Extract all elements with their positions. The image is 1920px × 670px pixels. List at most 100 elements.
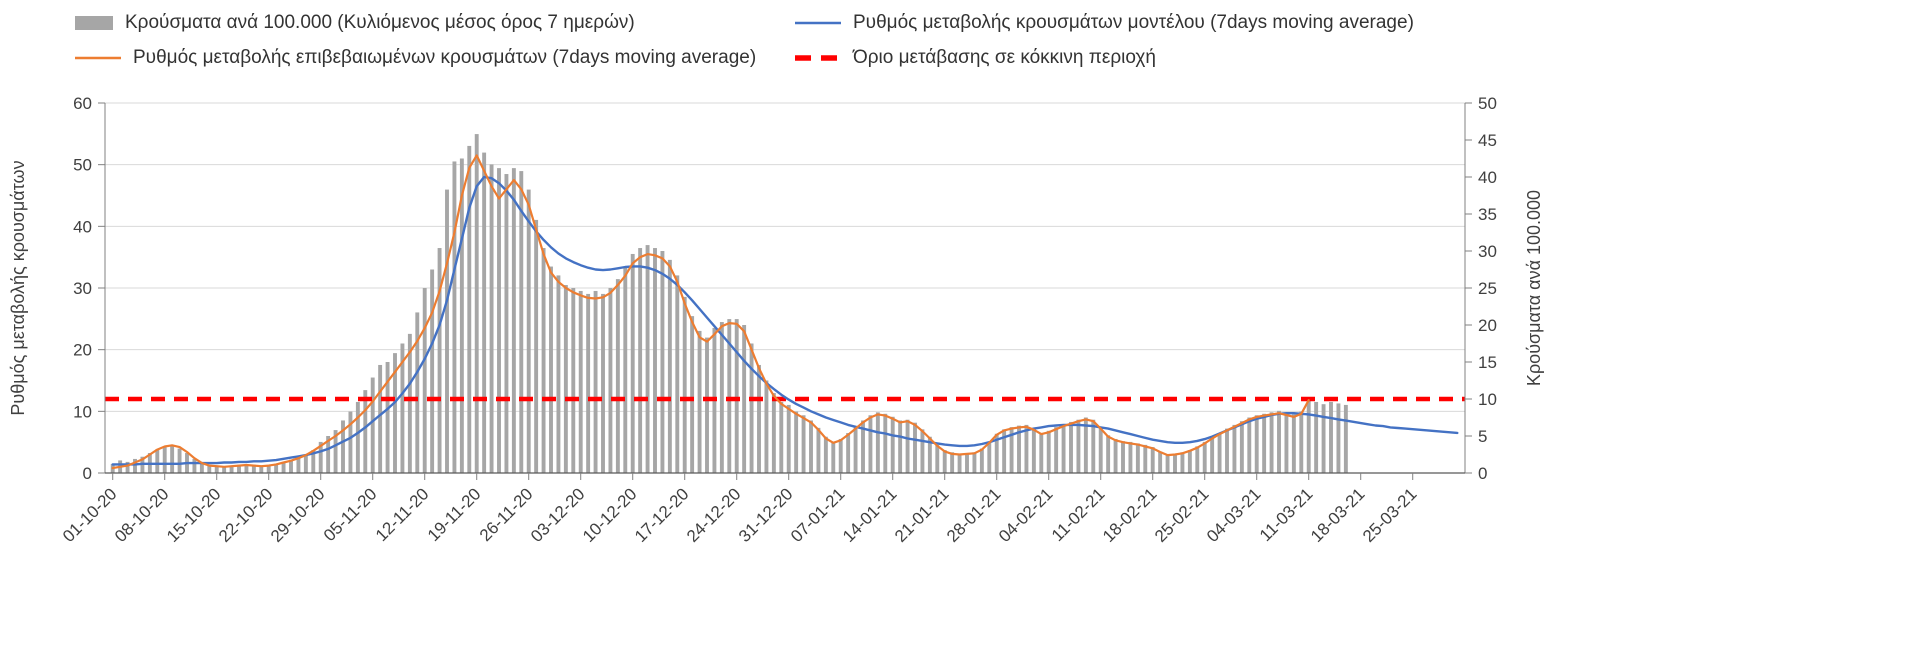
left-axis-tick-label: 60 [73, 94, 92, 113]
bar [861, 420, 865, 473]
bar [1083, 417, 1088, 473]
bar [199, 463, 204, 473]
bar [1336, 403, 1341, 473]
bar [1009, 427, 1014, 473]
bar [1239, 421, 1244, 473]
bar [474, 134, 479, 473]
bar [534, 219, 539, 473]
bar [875, 412, 880, 473]
x-axis-tick-label: 05-11-20 [320, 484, 381, 545]
confirmed-line [111, 154, 1310, 470]
bar [1150, 447, 1155, 473]
right-axis-tick-label: 50 [1478, 94, 1497, 113]
bar [942, 450, 947, 473]
bar [615, 279, 620, 473]
bar [459, 158, 464, 473]
bar [898, 420, 903, 473]
bar [1091, 419, 1096, 473]
right-axis-tick-label: 10 [1478, 390, 1497, 409]
bar [1284, 412, 1289, 473]
bar [682, 296, 687, 473]
bar [1128, 441, 1133, 473]
bar [950, 452, 955, 473]
x-axis-tick-label: 08-10-20 [111, 484, 173, 546]
left-axis-tick-label: 30 [73, 279, 92, 298]
right-axis-tick-label: 45 [1478, 131, 1497, 150]
bar [274, 464, 279, 473]
bar [809, 420, 813, 473]
bar [385, 362, 390, 473]
x-axis-tick-label: 01-10-20 [59, 484, 121, 546]
bar [734, 319, 739, 473]
bar [489, 164, 494, 474]
bar [1054, 427, 1059, 473]
bar [601, 293, 605, 473]
left-axis-tick-label: 10 [73, 402, 92, 421]
bar [192, 458, 197, 473]
bar [1165, 454, 1170, 473]
bar [519, 171, 524, 473]
right-axis-tick-label: 5 [1478, 427, 1487, 446]
bar [289, 459, 293, 473]
bar [363, 390, 368, 473]
bar [608, 288, 613, 473]
left-axis-tick-label: 20 [73, 341, 92, 360]
bar [1343, 404, 1348, 473]
bar [771, 393, 776, 473]
x-axis-tick-label: 21-01-21 [891, 484, 953, 546]
bar [890, 416, 895, 473]
bar [266, 464, 271, 473]
x-axis-tick-label: 24-12-20 [683, 484, 745, 546]
bar [1002, 429, 1007, 473]
bar [348, 411, 353, 473]
bar [927, 436, 932, 473]
bar [1291, 414, 1296, 473]
bar [1225, 428, 1229, 473]
bar [965, 453, 969, 473]
x-axis-tick-label: 26-11-20 [476, 484, 537, 545]
right-axis-tick-label: 20 [1478, 316, 1497, 335]
x-axis-tick-label: 15-10-20 [163, 484, 225, 546]
bar [697, 330, 702, 473]
bar [437, 248, 442, 473]
legend-label-confirmed: Ρυθμός μεταβολής επιβεβαιωμένων κρουσμάτ… [133, 47, 757, 68]
bar [452, 161, 457, 473]
bar [972, 452, 977, 473]
bar [1121, 441, 1125, 473]
bar [779, 401, 784, 473]
x-axis-tick-label: 04-03-21 [1203, 484, 1265, 546]
bar [1180, 452, 1185, 473]
right-axis-tick-label: 25 [1478, 279, 1497, 298]
bar [259, 465, 264, 473]
bar [1024, 424, 1029, 473]
x-axis-tick-label: 18-02-21 [1099, 484, 1161, 546]
x-axis-tick-label: 11-03-21 [1256, 484, 1317, 545]
bar [764, 380, 769, 473]
bar [1158, 451, 1163, 473]
bar [979, 448, 984, 473]
bar [853, 427, 858, 473]
bar [1143, 444, 1148, 473]
threshold-swatch [795, 55, 841, 61]
bar [296, 457, 301, 473]
bar [1269, 412, 1274, 473]
bar [541, 248, 546, 473]
bar [1277, 410, 1281, 473]
bar [355, 401, 360, 473]
x-axis-tick-label: 25-02-21 [1151, 484, 1213, 546]
bar [1329, 401, 1333, 473]
bar [1173, 453, 1177, 473]
right-axis-tick-label: 15 [1478, 353, 1497, 372]
left-axis-tick-label: 40 [73, 217, 92, 236]
x-axis-tick-label: 28-01-21 [943, 484, 1005, 546]
bar [913, 422, 917, 473]
x-axis-tick-label: 19-11-20 [424, 484, 485, 545]
x-axis-tick-label: 11-02-21 [1048, 484, 1109, 545]
bar [1098, 427, 1103, 473]
bar [742, 325, 747, 473]
bar [237, 464, 241, 473]
bar [467, 145, 472, 474]
confirmed-line-swatch [75, 56, 121, 60]
legend-label-cases-bars: Κρούσματα ανά 100.000 (Κυλιόμενος μέσος … [125, 12, 635, 33]
bar [281, 461, 286, 473]
